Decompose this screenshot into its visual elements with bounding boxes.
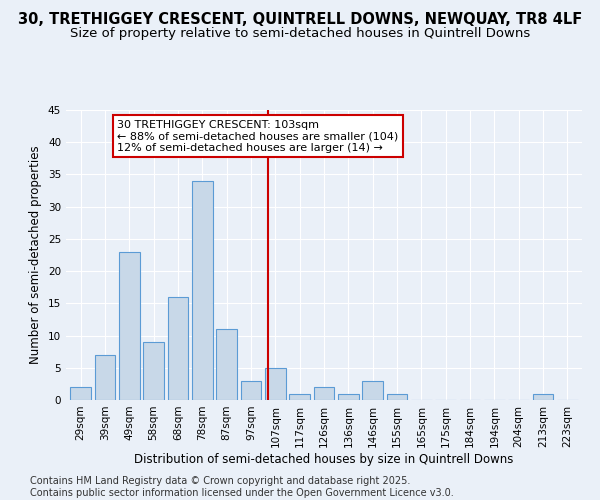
Bar <box>338 394 359 400</box>
Bar <box>289 394 310 400</box>
Text: 30, TRETHIGGEY CRESCENT, QUINTRELL DOWNS, NEWQUAY, TR8 4LF: 30, TRETHIGGEY CRESCENT, QUINTRELL DOWNS… <box>18 12 582 28</box>
Bar <box>386 394 407 400</box>
Bar <box>362 380 383 400</box>
Bar <box>241 380 262 400</box>
Text: 30 TRETHIGGEY CRESCENT: 103sqm
← 88% of semi-detached houses are smaller (104)
1: 30 TRETHIGGEY CRESCENT: 103sqm ← 88% of … <box>117 120 398 153</box>
Bar <box>265 368 286 400</box>
Bar <box>533 394 553 400</box>
Bar <box>192 181 212 400</box>
Bar <box>314 387 334 400</box>
Bar <box>167 297 188 400</box>
Bar <box>216 329 237 400</box>
Bar <box>143 342 164 400</box>
Bar <box>95 355 115 400</box>
Bar <box>70 387 91 400</box>
Bar <box>119 252 140 400</box>
Text: Size of property relative to semi-detached houses in Quintrell Downs: Size of property relative to semi-detach… <box>70 28 530 40</box>
X-axis label: Distribution of semi-detached houses by size in Quintrell Downs: Distribution of semi-detached houses by … <box>134 452 514 466</box>
Text: Contains HM Land Registry data © Crown copyright and database right 2025.
Contai: Contains HM Land Registry data © Crown c… <box>30 476 454 498</box>
Y-axis label: Number of semi-detached properties: Number of semi-detached properties <box>29 146 43 364</box>
